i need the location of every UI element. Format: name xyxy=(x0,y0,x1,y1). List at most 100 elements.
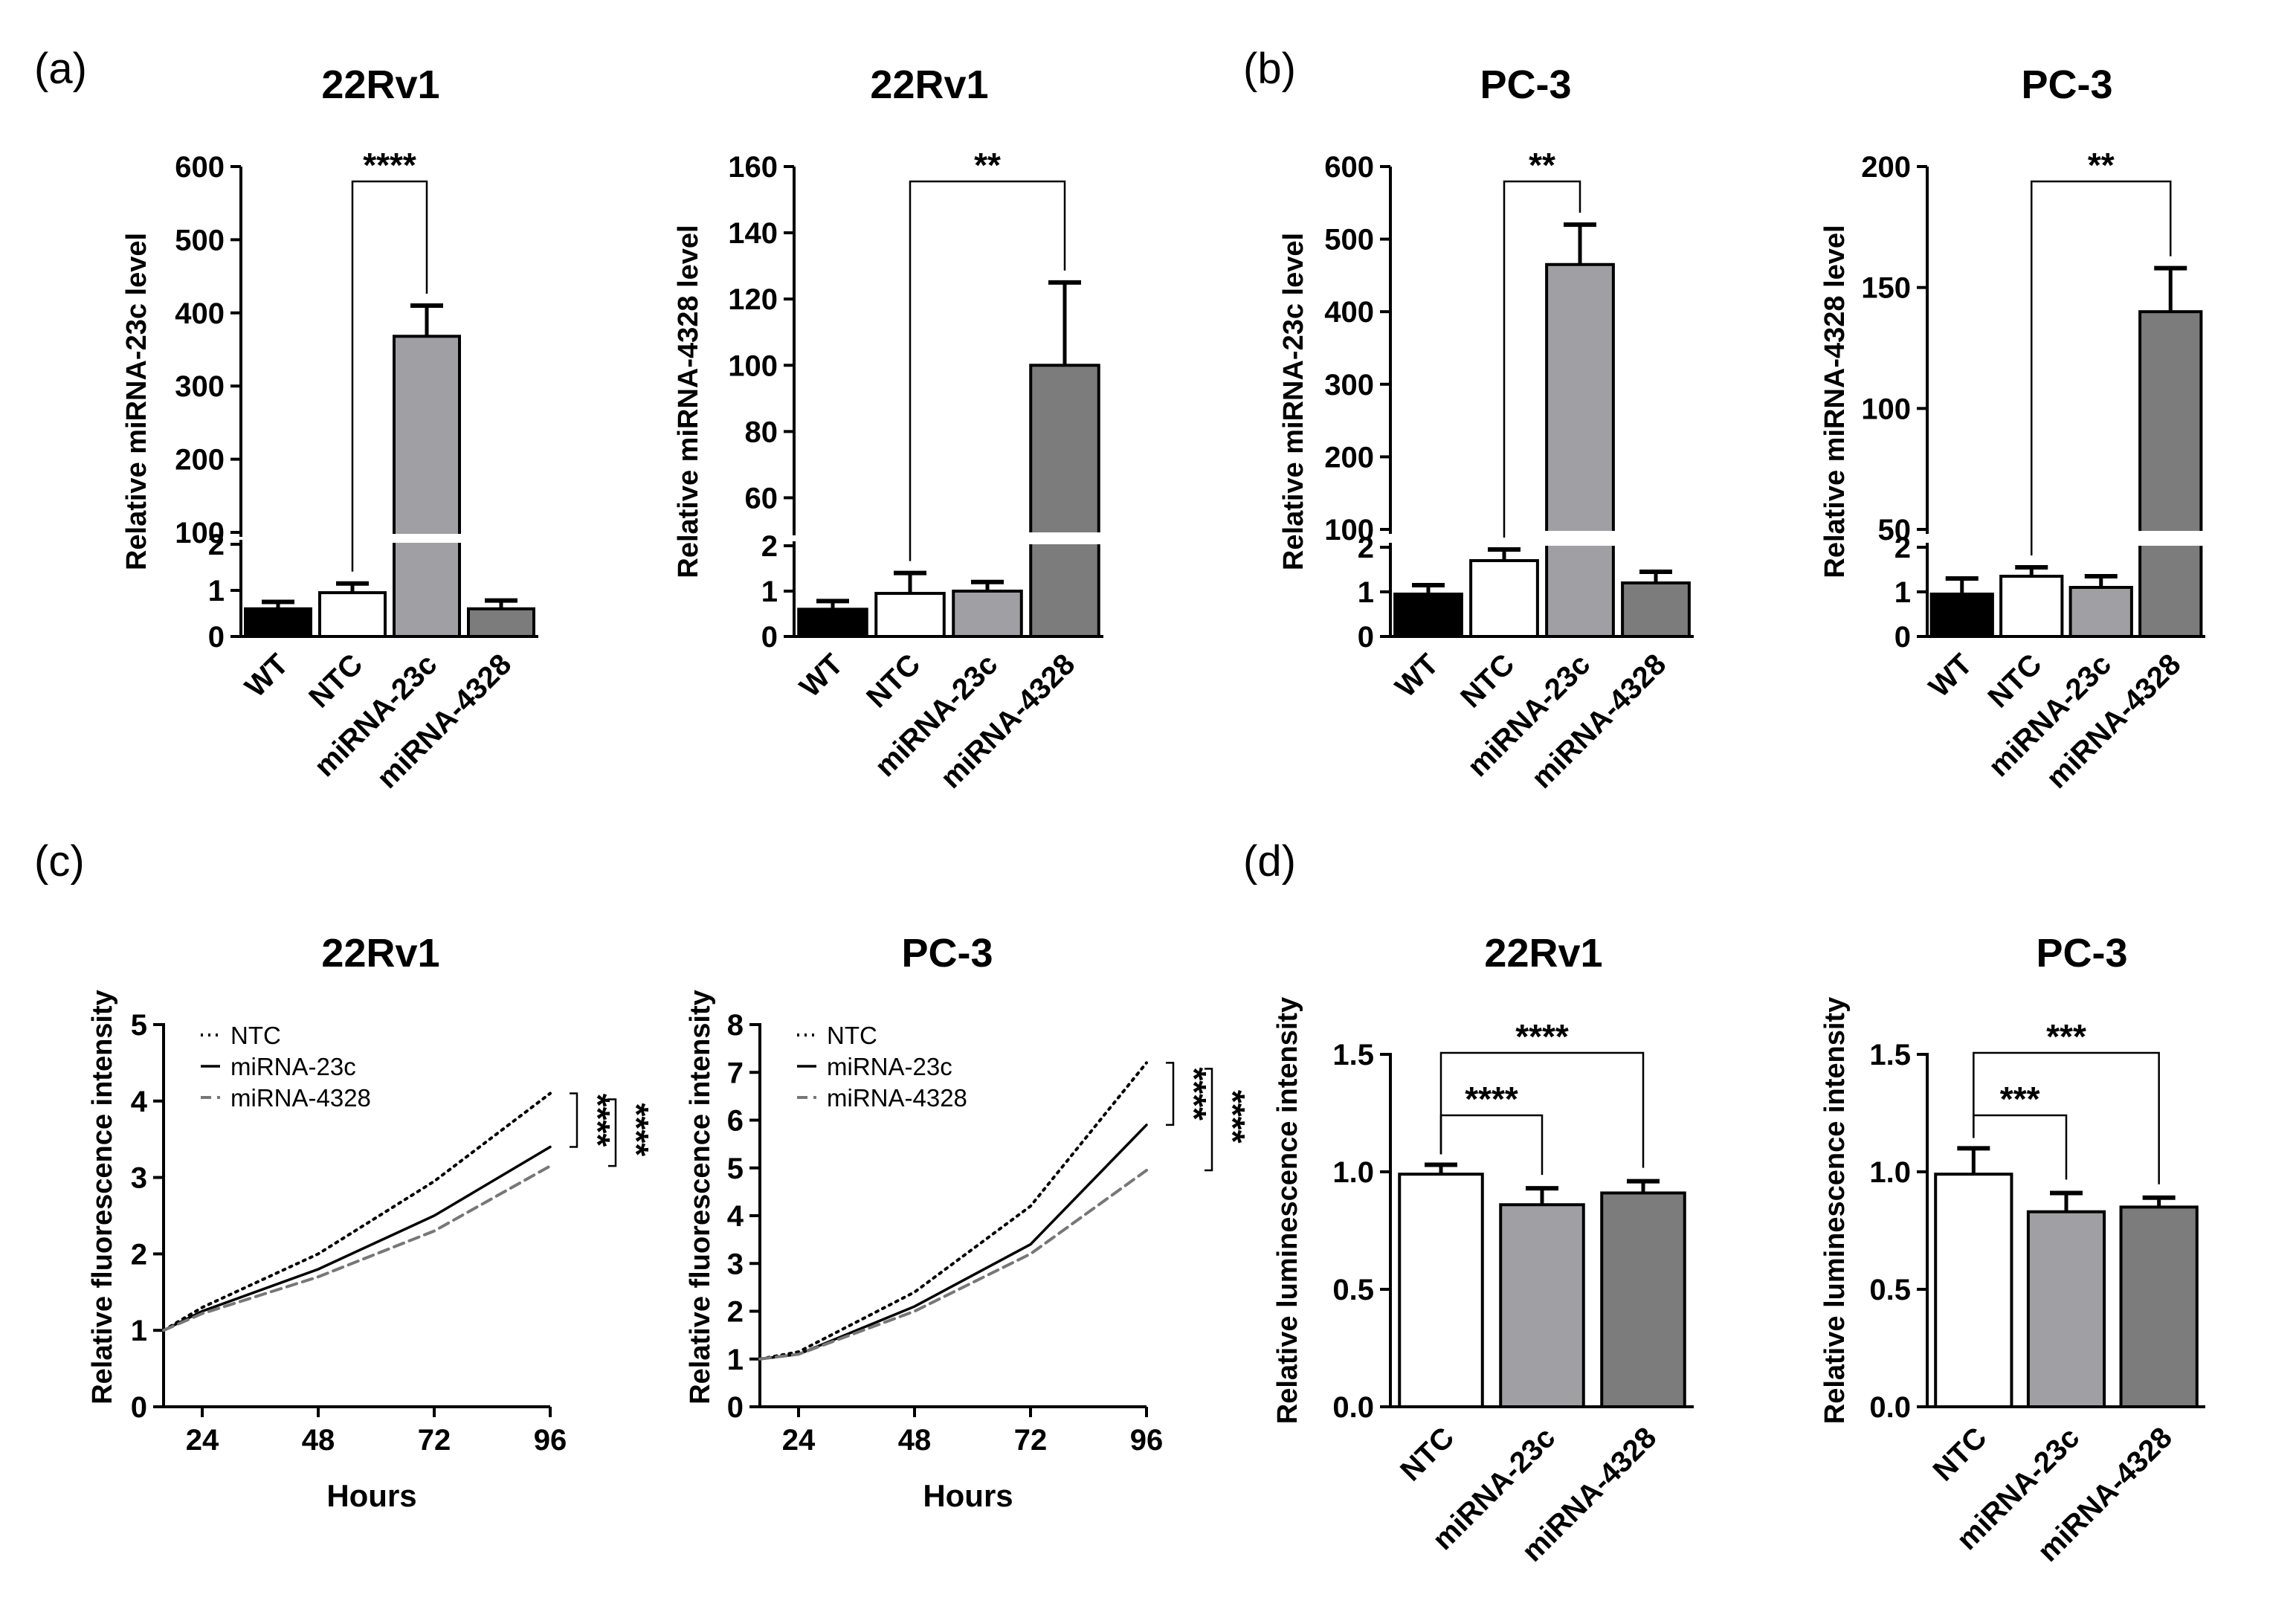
chart-5-ytick-label: 7 xyxy=(727,1057,744,1089)
chart-4-title: 22Rv1 xyxy=(321,931,439,976)
chart-1-ytick-label: 0 xyxy=(761,621,778,654)
chart-1-ytick-label: 2 xyxy=(761,530,778,563)
chart-4-significance-bracket xyxy=(570,1092,578,1148)
chart-6-significance-bracket xyxy=(1439,1051,1645,1168)
chart-7-bar-mirna-4328 xyxy=(2119,1205,2199,1409)
chart-5-ytick-label: 8 xyxy=(727,1009,744,1042)
chart-1-xtick-label: NTC xyxy=(860,648,926,714)
chart-1-significance-label: ** xyxy=(974,146,1001,184)
chart-3-ytick-label: 100 xyxy=(1861,393,1911,425)
chart-2-xtick-label: WT xyxy=(1389,648,1445,703)
chart-5-legend-mirna-4328: miRNA-4328 xyxy=(827,1084,967,1112)
chart-4-ytick-label: 2 xyxy=(131,1238,147,1271)
chart-1-ylabel: Relative miRNA-4328 level xyxy=(673,225,704,578)
chart-7-ytick-label: 0.5 xyxy=(1869,1274,1911,1306)
chart-6-xtick-label: NTC xyxy=(1394,1421,1460,1487)
chart-6-group: 22Rv1 Relative luminescence intensity 0.0 0… xyxy=(1272,931,1694,1568)
chart-5-xtick-label: 48 xyxy=(898,1424,932,1457)
chart-3-ytick-label: 150 xyxy=(1861,272,1911,305)
chart-1-ytick-label: 120 xyxy=(728,283,778,316)
chart-7-significance-bracket xyxy=(1973,1114,2068,1180)
chart-1-bar-ntc xyxy=(874,592,946,638)
chart-2-ytick-label: 1 xyxy=(1358,576,1374,609)
chart-4-ylabel: Relative fluorescence intensity xyxy=(87,990,118,1405)
chart-5-ytick-label: 1 xyxy=(727,1344,744,1376)
chart-6-bar-ntc xyxy=(1398,1173,1484,1409)
chart-0-axis-break-gap xyxy=(392,534,462,543)
chart-2-ytick-label: 100 xyxy=(1324,514,1374,547)
chart-0-title: 22Rv1 xyxy=(321,62,439,107)
chart-2-title: PC-3 xyxy=(1480,62,1571,107)
chart-6-title: 22Rv1 xyxy=(1484,931,1602,976)
chart-3-significance-bracket xyxy=(2031,180,2172,555)
chart-4-ytick-label: 5 xyxy=(131,1009,147,1042)
chart-3-title: PC-3 xyxy=(2021,62,2112,107)
chart-1-bar-wt xyxy=(797,607,868,639)
chart-4-series-mirna-23c xyxy=(162,1145,552,1332)
chart-6-significance-label: **** xyxy=(1515,1017,1569,1056)
chart-5-significance-bracket xyxy=(1205,1068,1213,1172)
chart-1-xtick-label: miRNA-4328 xyxy=(935,648,1082,795)
chart-7-ytick-label: 1.5 xyxy=(1869,1039,1911,1071)
chart-6-bar-mirna-23c xyxy=(1499,1203,1585,1408)
chart-5-ytick-label: 3 xyxy=(727,1248,744,1280)
chart-5-ytick-label: 0 xyxy=(727,1391,744,1424)
chart-6-ytick-label: 1.0 xyxy=(1332,1156,1374,1189)
chart-4-ytick-label: 0 xyxy=(131,1391,147,1424)
chart-0-ytick-label: 1 xyxy=(208,575,225,607)
chart-3-ylabel: Relative miRNA-4328 level xyxy=(1819,225,1851,578)
chart-1-group: 22Rv1 Relative miRNA-4328 level 0 1 2 60 80 100… xyxy=(673,62,1103,795)
chart-4-significance-label: **** xyxy=(578,1094,617,1147)
chart-3-ytick-label: 0 xyxy=(1894,621,1911,654)
chart-2-bar-mirna-4328 xyxy=(1621,581,1691,638)
chart-0-significance-label: **** xyxy=(363,146,416,184)
chart-4-group: 22Rv1 Relative fluorescence intensity Hour… xyxy=(87,931,656,1513)
chart-0-significance-bracket xyxy=(351,180,428,572)
chart-1-title: 22Rv1 xyxy=(870,62,988,107)
chart-4-series-mirna-4328 xyxy=(162,1164,552,1332)
chart-5-series-mirna-4328 xyxy=(758,1168,1148,1361)
chart-1-axis-break-gap xyxy=(1028,532,1101,544)
chart-7-ylabel: Relative luminescence intensity xyxy=(1819,997,1851,1424)
chart-5-significance-bracket xyxy=(1166,1062,1175,1126)
chart-4-xlabel: Hours xyxy=(326,1478,416,1513)
chart-3-xtick-label: WT xyxy=(1923,648,1979,703)
chart-3-bar-mirna-4328 xyxy=(2138,310,2203,638)
chart-3-axis-break-gap xyxy=(2138,531,2204,546)
chart-4-xtick-label: 24 xyxy=(186,1424,219,1457)
chart-0-ytick-label: 400 xyxy=(175,297,225,330)
chart-1-ytick-label: 140 xyxy=(728,217,778,250)
chart-2-ytick-label: 2 xyxy=(1358,532,1374,564)
chart-7-xtick-label: NTC xyxy=(1926,1421,1993,1487)
chart-6-ytick-label: 1.5 xyxy=(1332,1039,1374,1071)
chart-7-significance-bracket xyxy=(1973,1051,2160,1184)
chart-5-significance-label: **** xyxy=(1213,1090,1252,1144)
chart-3-bar-ntc xyxy=(1999,575,2064,638)
chart-0-ytick-label: 600 xyxy=(175,151,225,184)
chart-0-ylabel: Relative miRNA-23c level xyxy=(121,233,152,570)
chart-2-ytick-label: 300 xyxy=(1324,369,1374,402)
chart-4-significance-label: **** xyxy=(617,1103,656,1157)
chart-2-ytick-label: 400 xyxy=(1324,296,1374,329)
chart-4-ytick-label: 3 xyxy=(131,1162,147,1195)
chart-5-series-ntc xyxy=(758,1061,1148,1361)
panel-label-b: (b) xyxy=(1243,45,1296,93)
chart-3-ytick-label: 2 xyxy=(1894,532,1911,564)
chart-0-ytick-label: 300 xyxy=(175,370,225,403)
chart-5-ytick-label: 2 xyxy=(727,1296,744,1329)
chart-1-ytick-label: 100 xyxy=(728,349,778,382)
chart-7-significance-label: *** xyxy=(2000,1080,2040,1118)
chart-0-bar-ntc xyxy=(318,591,387,638)
chart-1-ytick-label: 160 xyxy=(728,151,778,184)
chart-2-xtick-label: NTC xyxy=(1454,648,1521,714)
panel-label-a: (a) xyxy=(34,45,87,93)
chart-5-title: PC-3 xyxy=(901,931,993,976)
chart-6-ytick-label: 0.5 xyxy=(1332,1274,1374,1306)
chart-4-series-ntc xyxy=(162,1092,552,1332)
chart-1-ytick-label: 80 xyxy=(745,416,778,448)
chart-6-significance-label: **** xyxy=(1465,1080,1518,1118)
chart-6-ytick-label: 0.0 xyxy=(1332,1391,1374,1424)
chart-0-ytick-label: 2 xyxy=(208,529,225,561)
chart-7-title: PC-3 xyxy=(2036,931,2127,976)
